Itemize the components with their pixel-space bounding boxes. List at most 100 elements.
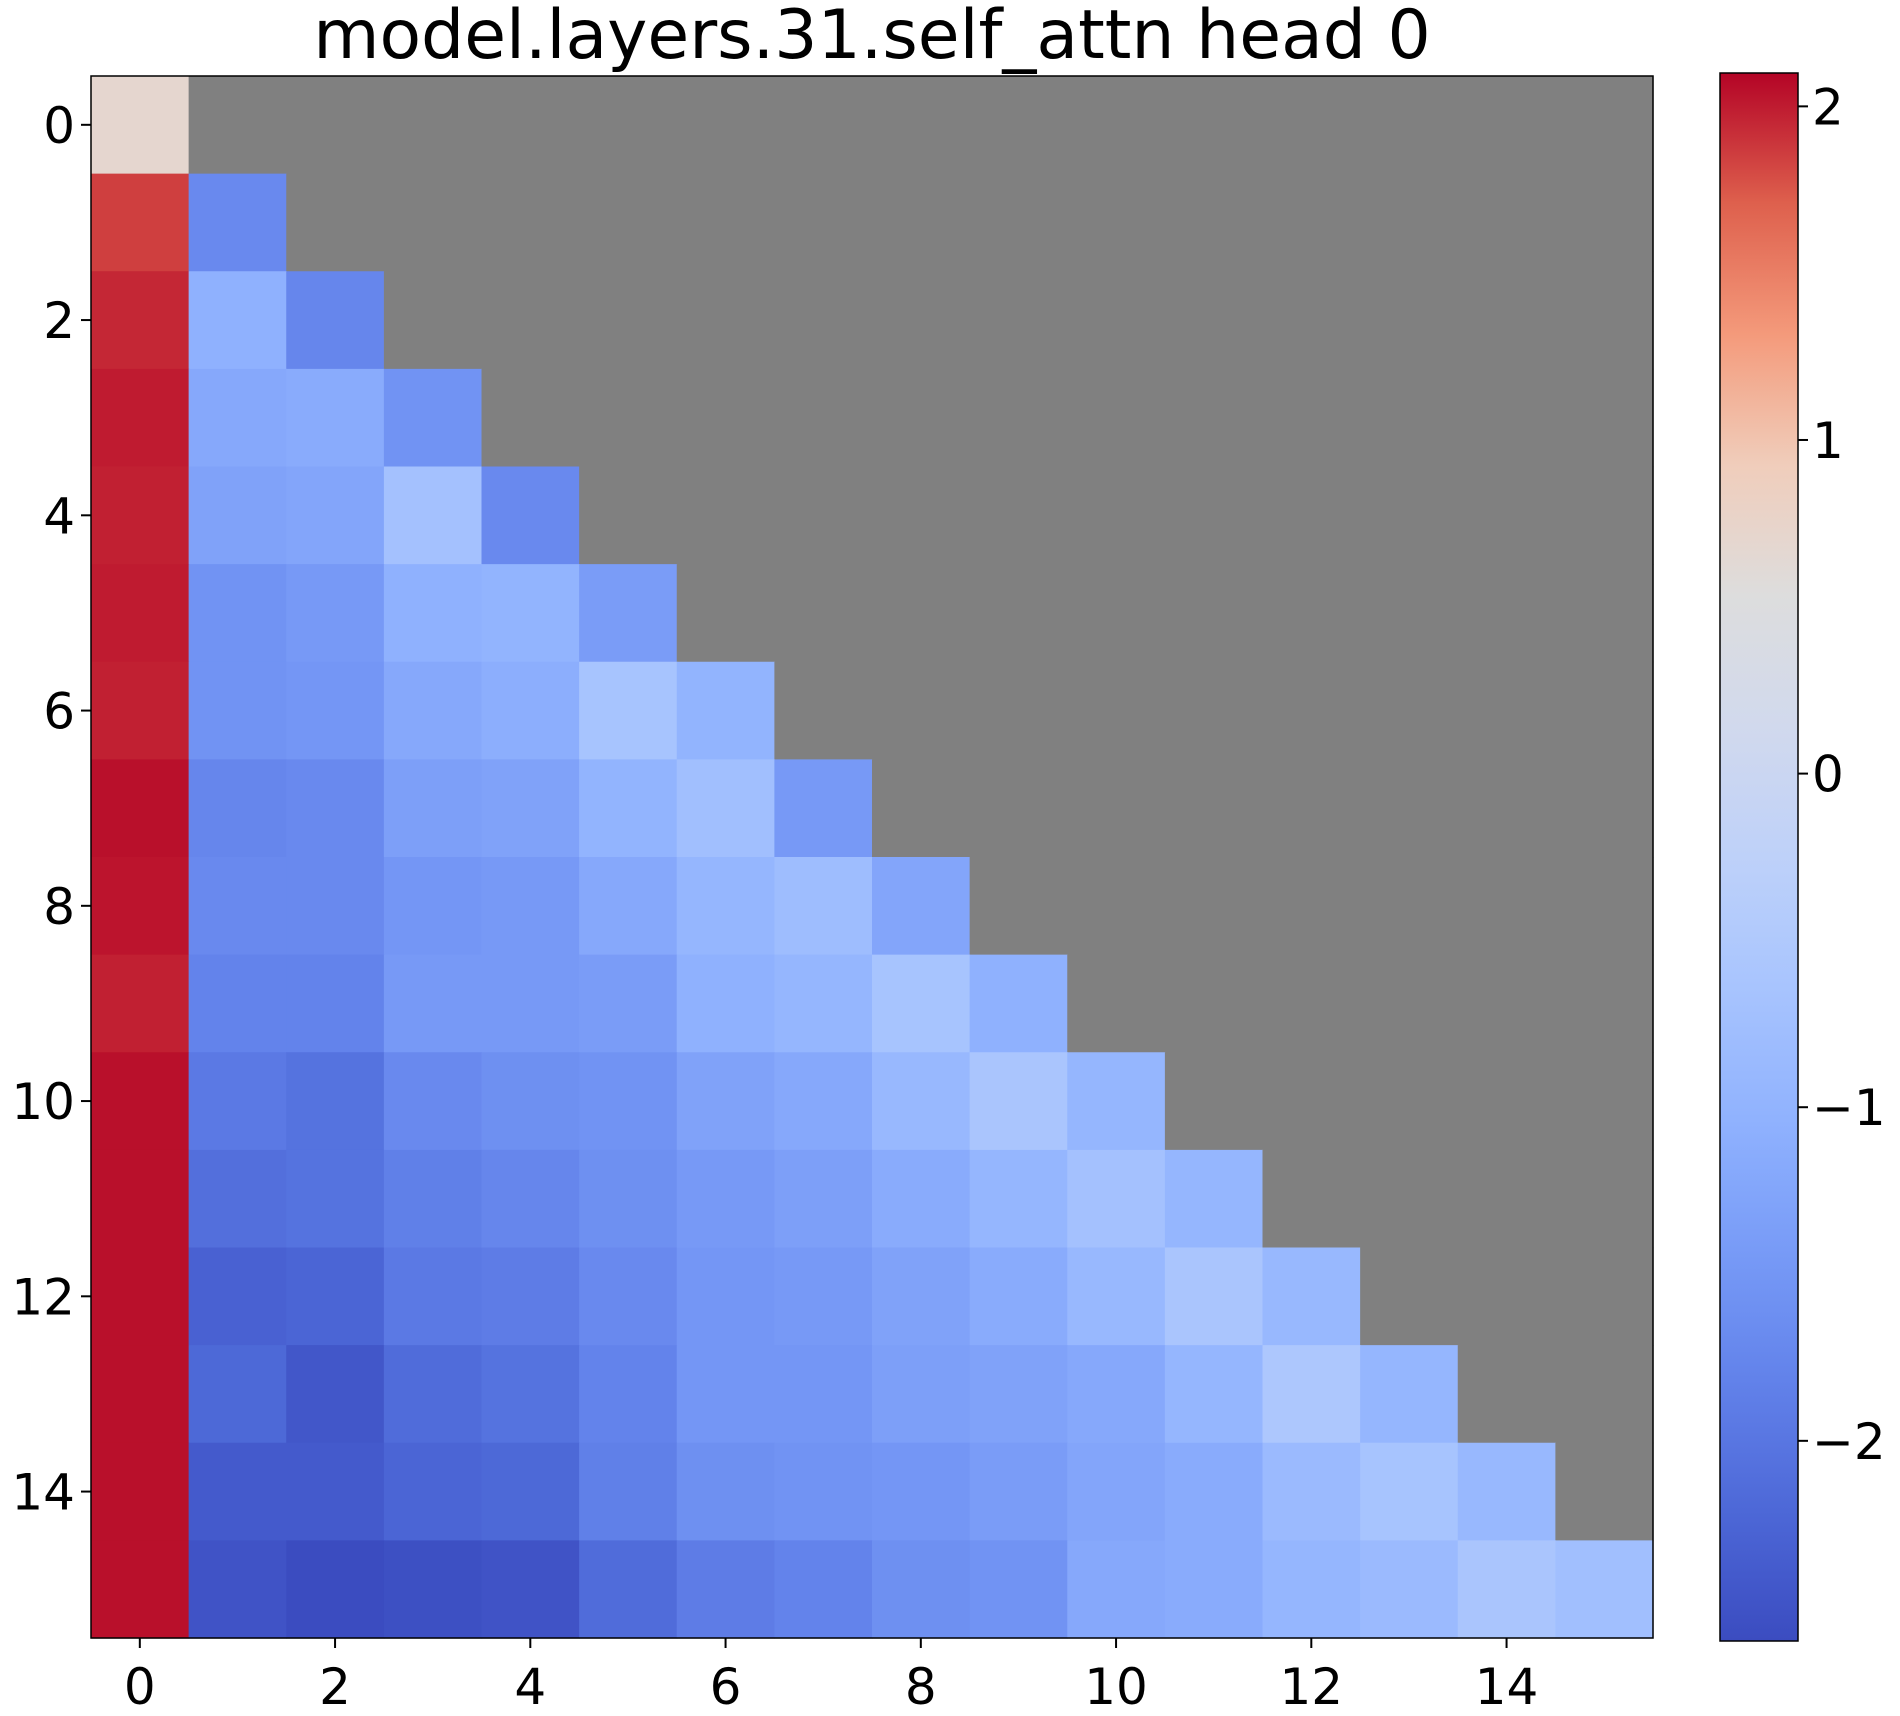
colorbar: 2 1 0 −1 −2 bbox=[1719, 72, 1886, 1642]
masked-cell bbox=[1067, 368, 1166, 468]
masked-cell bbox=[774, 661, 873, 760]
masked-cell bbox=[383, 76, 483, 175]
heatmap-cell bbox=[383, 954, 483, 1053]
heatmap-cell bbox=[91, 173, 190, 272]
masked-cell bbox=[872, 76, 971, 175]
heatmap-cell bbox=[1164, 1149, 1264, 1249]
heatmap-cell bbox=[676, 1149, 775, 1249]
heatmap-cell bbox=[1067, 1442, 1166, 1541]
masked-cell bbox=[286, 76, 385, 175]
masked-cell bbox=[1262, 76, 1361, 175]
heatmap-cell bbox=[969, 1442, 1068, 1541]
masked-cell bbox=[1457, 1052, 1556, 1151]
heatmap-cell bbox=[969, 1540, 1068, 1639]
heatmap-cell bbox=[969, 1149, 1068, 1249]
masked-cell bbox=[774, 564, 873, 663]
masked-cell bbox=[872, 466, 971, 565]
heatmap-cell bbox=[1262, 1442, 1361, 1541]
masked-cell bbox=[1457, 759, 1556, 858]
heatmap-cell bbox=[676, 857, 775, 956]
colorbar-tick-label: 2 bbox=[1812, 78, 1844, 136]
heatmap-cell bbox=[188, 1345, 287, 1444]
heatmap-cell bbox=[774, 1052, 873, 1151]
masked-cell bbox=[1360, 1149, 1459, 1249]
masked-cell bbox=[383, 173, 483, 272]
masked-cell bbox=[1360, 759, 1459, 858]
masked-cell bbox=[774, 466, 873, 565]
heatmap-cell bbox=[579, 759, 678, 858]
heatmap-cell bbox=[872, 1052, 971, 1151]
heatmap-cell bbox=[579, 1540, 678, 1639]
masked-cell bbox=[1360, 368, 1459, 468]
heatmap-cell bbox=[383, 1540, 483, 1639]
colorbar-tick-label: −1 bbox=[1812, 1079, 1886, 1137]
masked-cell bbox=[579, 76, 678, 175]
heatmap-cell bbox=[676, 1247, 775, 1346]
masked-cell bbox=[969, 173, 1068, 272]
masked-cell bbox=[1555, 271, 1654, 370]
heatmap-cell bbox=[579, 1345, 678, 1444]
masked-cell bbox=[1555, 173, 1654, 272]
masked-cell bbox=[676, 466, 775, 565]
colorbar-tick-label: 0 bbox=[1812, 746, 1844, 804]
masked-cell bbox=[1067, 759, 1166, 858]
masked-cell bbox=[1457, 368, 1556, 468]
heatmap-cell bbox=[286, 466, 385, 565]
colorbar-tick-label: 1 bbox=[1812, 412, 1844, 470]
masked-cell bbox=[579, 368, 678, 468]
heatmap-cell bbox=[481, 759, 580, 858]
plot-frame bbox=[90, 75, 1654, 1639]
masked-cell bbox=[1067, 173, 1166, 272]
heatmap-cell bbox=[91, 368, 190, 468]
heatmap-cell bbox=[774, 1149, 873, 1249]
masked-cell bbox=[1164, 76, 1264, 175]
heatmap-cell bbox=[1262, 1247, 1361, 1346]
heatmap-cell bbox=[91, 1149, 190, 1249]
x-tick-label: 8 bbox=[905, 1658, 937, 1712]
masked-cell bbox=[1555, 661, 1654, 760]
masked-cell bbox=[1067, 954, 1166, 1053]
heatmap-cell bbox=[286, 368, 385, 468]
x-tick-label: 12 bbox=[1280, 1658, 1344, 1712]
masked-cell bbox=[1164, 466, 1264, 565]
heatmap-cell bbox=[1164, 1345, 1264, 1444]
masked-cell bbox=[1262, 857, 1361, 956]
masked-cell bbox=[969, 76, 1068, 175]
heatmap-cell bbox=[1457, 1442, 1556, 1541]
masked-cell bbox=[1262, 368, 1361, 468]
heatmap-cell bbox=[579, 564, 678, 663]
heatmap-cell bbox=[286, 1345, 385, 1444]
masked-cell bbox=[1360, 1052, 1459, 1151]
masked-cell bbox=[1555, 857, 1654, 956]
heatmap-cell bbox=[481, 1052, 580, 1151]
heatmap-cell bbox=[91, 1052, 190, 1151]
heatmap-cell bbox=[91, 1247, 190, 1346]
masked-cell bbox=[1457, 954, 1556, 1053]
heatmap-cell bbox=[676, 661, 775, 760]
heatmap-cell bbox=[1067, 1149, 1166, 1249]
heatmap-cell bbox=[481, 1540, 580, 1639]
masked-cell bbox=[1067, 76, 1166, 175]
heatmap-cell bbox=[383, 661, 483, 760]
heatmap-cell bbox=[91, 661, 190, 760]
masked-cell bbox=[774, 368, 873, 468]
heatmap-cell bbox=[676, 1345, 775, 1444]
heatmap-cell bbox=[188, 368, 287, 468]
heatmap-cell bbox=[286, 1442, 385, 1541]
heatmap-cell bbox=[969, 954, 1068, 1053]
masked-cell bbox=[1164, 661, 1264, 760]
masked-cell bbox=[1262, 1052, 1361, 1151]
masked-cell bbox=[1164, 954, 1264, 1053]
heatmap-cell bbox=[1262, 1345, 1361, 1444]
masked-cell bbox=[872, 759, 971, 858]
masked-cell bbox=[1067, 661, 1166, 760]
heatmap-cell bbox=[188, 1540, 287, 1639]
masked-cell bbox=[1360, 173, 1459, 272]
y-tick-label: 12 bbox=[11, 1268, 75, 1326]
x-tick-label: 2 bbox=[319, 1658, 351, 1712]
masked-cell bbox=[1555, 1442, 1654, 1541]
y-tick-label: 10 bbox=[11, 1073, 75, 1131]
heatmap-cell bbox=[774, 759, 873, 858]
heatmap-cell bbox=[579, 661, 678, 760]
